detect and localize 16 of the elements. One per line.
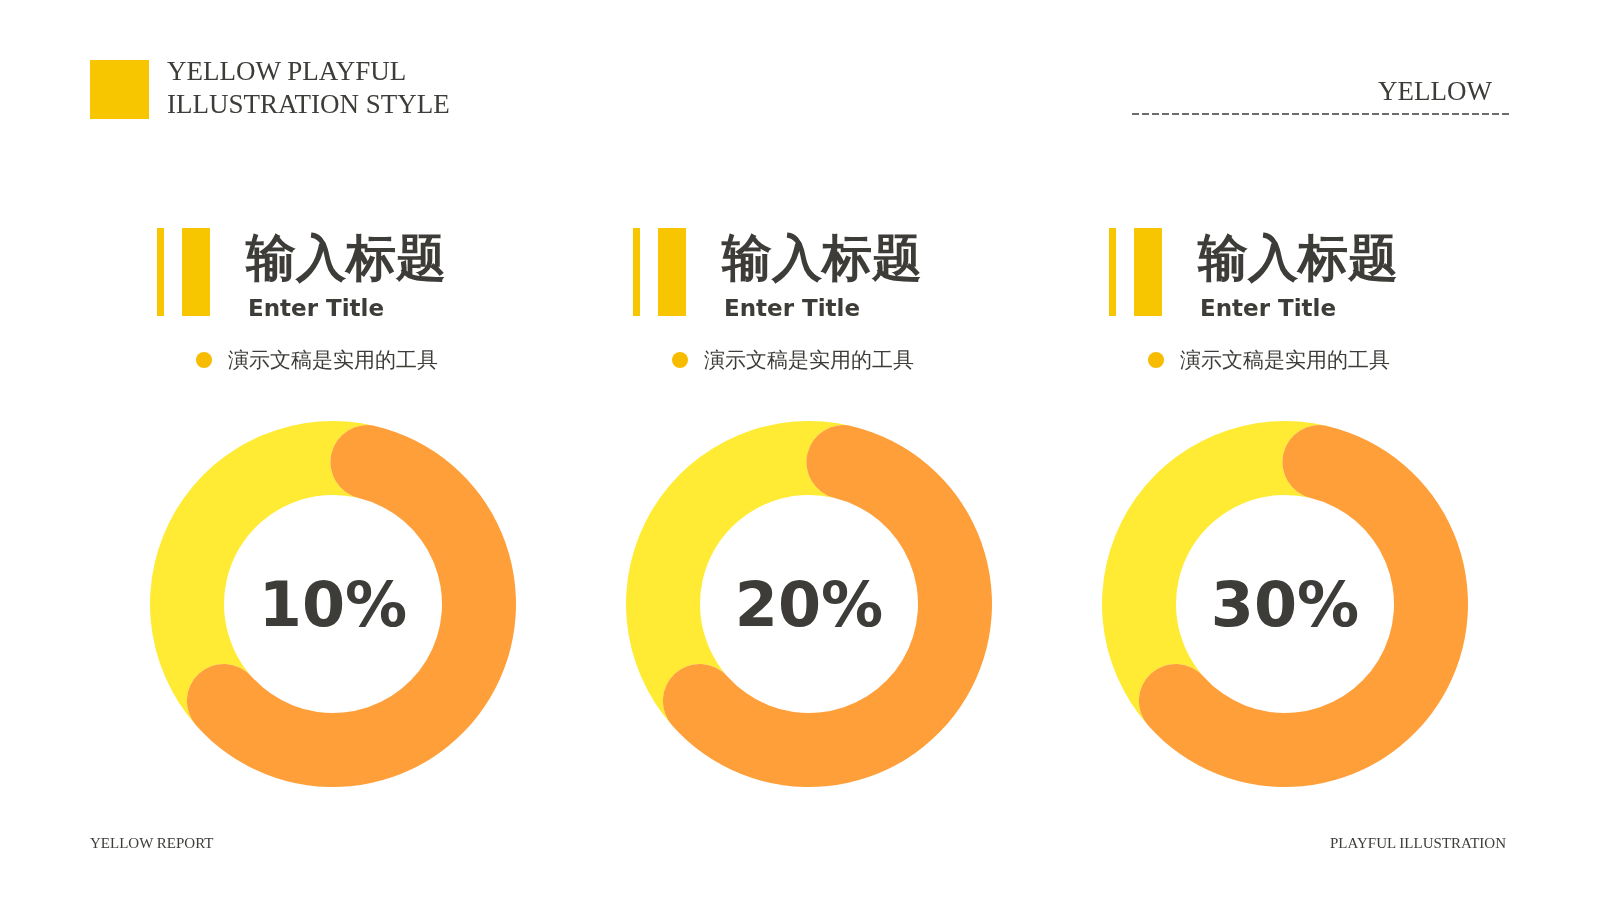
text: 演示文稿是实用的工具 xyxy=(704,348,914,372)
chart-title: 输入标题 xyxy=(1197,229,1398,287)
text: 30% xyxy=(1210,567,1360,641)
text: 演示文稿是实用的工具 xyxy=(228,348,438,372)
text: 10% xyxy=(258,567,408,641)
text: 20% xyxy=(734,567,884,641)
chart-title: 输入标题 xyxy=(245,229,446,287)
text: YELLOW PLAYFUL ILLUSTRATION STYLE xyxy=(167,56,450,119)
chart-subtitle: Enter Title xyxy=(724,295,861,321)
text: 演示文稿是实用的工具 xyxy=(1180,348,1390,372)
chart-subtitle: Enter Title xyxy=(248,295,385,321)
text: YELLOW REPORT xyxy=(90,835,214,851)
text: PLAYFUL ILLUSTRATION xyxy=(1330,835,1507,851)
chart-subtitle: Enter Title xyxy=(1200,295,1337,321)
text: YELLOW xyxy=(1378,76,1493,106)
chart-title: 输入标题 xyxy=(721,229,922,287)
